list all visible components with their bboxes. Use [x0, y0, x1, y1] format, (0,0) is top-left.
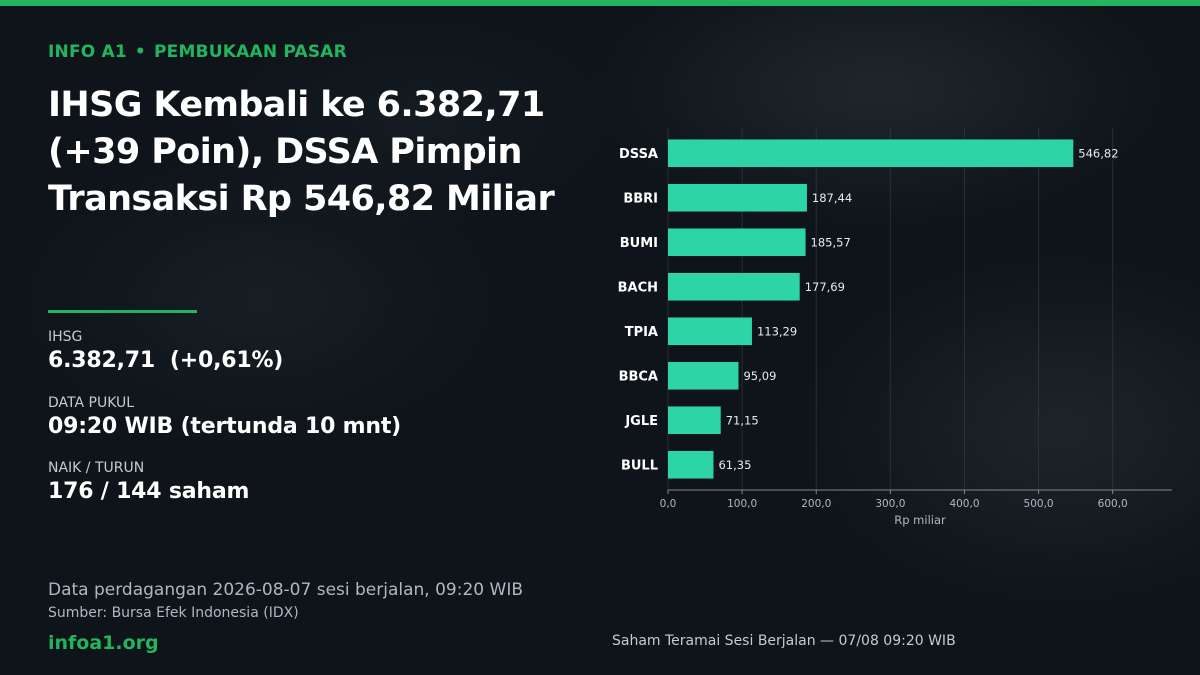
data-label: 177,69: [805, 280, 845, 294]
bar: [668, 228, 806, 257]
category-label: BULL: [621, 458, 658, 473]
x-tick-label: 500,0: [1024, 498, 1054, 510]
x-axis-label: Rp miliar: [894, 513, 946, 527]
brand-link[interactable]: infoa1.org: [48, 632, 159, 654]
category-label: TPIA: [625, 325, 658, 340]
headline: IHSG Kembali ke 6.382,71 (+39 Poin), DSS…: [48, 82, 568, 223]
category-label: DSSA: [619, 147, 658, 162]
headline-line: Transaksi Rp 546,82 Miliar: [48, 179, 555, 219]
bar: [668, 450, 714, 479]
bar: [668, 139, 1074, 168]
accent-top-bar: [0, 0, 1200, 6]
category-label: BUMI: [620, 236, 658, 251]
data-label: 61,35: [718, 458, 751, 472]
category-label: BBCA: [619, 369, 658, 384]
category-label: JGLE: [624, 414, 658, 429]
data-label: 113,29: [757, 324, 797, 338]
kicker-dot: •: [134, 42, 146, 62]
x-tick-label: 200,0: [801, 498, 831, 510]
stat-value: 6.382,71 (+0,61%): [48, 348, 284, 373]
category-label: BACH: [618, 280, 658, 295]
data-label: 71,15: [726, 413, 759, 427]
category-label: BBRI: [623, 191, 658, 206]
data-note: Data perdagangan 2026-08-07 sesi berjala…: [48, 580, 523, 600]
x-tick-label: 0,0: [660, 498, 677, 510]
data-label: 187,44: [812, 191, 852, 205]
x-tick-label: 600,0: [1098, 498, 1128, 510]
bar-chart: 0,0 100,0 200,0 300,0 400,0 500,0 600,0 Rp mili…: [618, 128, 1172, 527]
stat-value: 09:20 WIB (tertunda 10 mnt): [48, 414, 402, 439]
data-label: 95,09: [743, 369, 776, 383]
chart-caption: Saham Teramai Sesi Berjalan — 07/08 09:2…: [612, 633, 956, 649]
data-label: 546,82: [1078, 146, 1118, 160]
stat-label: IHSG: [48, 329, 83, 345]
stat-advance-decline: NAIK / TURUN 176 / 144 saham: [48, 460, 249, 504]
source-note: Sumber: Bursa Efek Indonesia (IDX): [48, 605, 299, 621]
bar: [668, 272, 800, 301]
headline-line: IHSG Kembali ke 6.382,71: [48, 85, 545, 125]
kicker-source: INFO A1: [48, 42, 127, 62]
headline-line: (+39 Poin), DSSA Pimpin: [48, 132, 522, 172]
bar: [668, 183, 807, 212]
stat-ihsg: IHSG 6.382,71 (+0,61%): [48, 329, 283, 373]
x-tick-label: 300,0: [875, 498, 905, 510]
stat-label: NAIK / TURUN: [48, 460, 145, 476]
stat-value: 176 / 144 saham: [48, 479, 250, 504]
data-label: 185,57: [811, 235, 851, 249]
stat-data-time: DATA PUKUL 09:20 WIB (tertunda 10 mnt): [48, 395, 401, 439]
kicker: INFO A1 • PEMBUKAAN PASAR: [48, 42, 347, 62]
bar: [668, 317, 752, 346]
x-tick-label: 100,0: [727, 498, 757, 510]
x-tick-label: 400,0: [949, 498, 979, 510]
bar: [668, 361, 739, 390]
stat-label: DATA PUKUL: [48, 395, 135, 411]
kicker-section: PEMBUKAAN PASAR: [154, 42, 347, 62]
accent-rule: [48, 310, 197, 313]
bar: [668, 406, 721, 435]
